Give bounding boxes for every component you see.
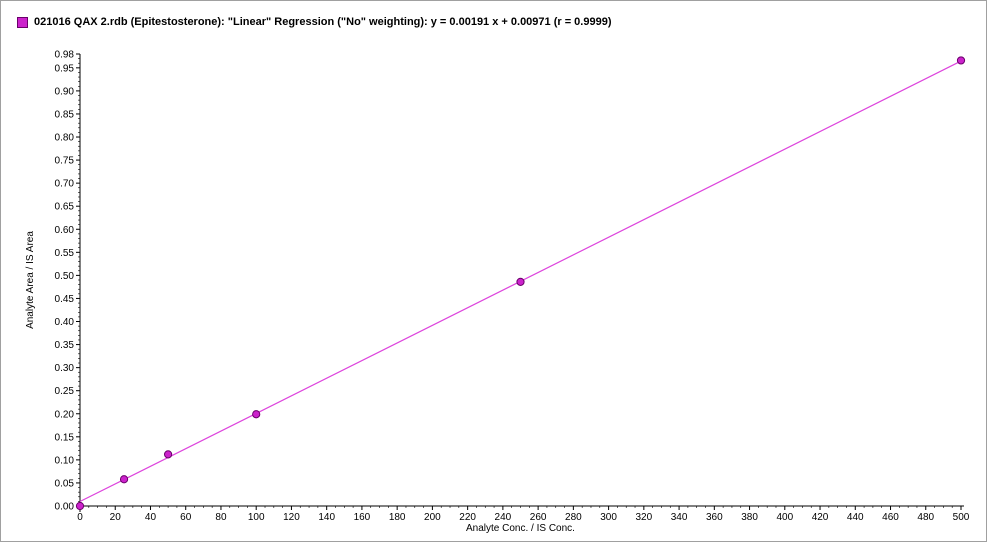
y-tick-label: 0.00 xyxy=(55,502,75,513)
data-point xyxy=(119,475,129,484)
y-tick-label: 0.80 xyxy=(55,133,75,144)
x-tick-label: 180 xyxy=(389,512,406,523)
data-point xyxy=(164,450,173,459)
x-tick-label: 20 xyxy=(110,512,122,523)
x-tick-label: 340 xyxy=(671,512,688,523)
x-tick-label: 260 xyxy=(530,512,547,523)
legend-text: 021016 QAX 2.rdb (Epitestosterone): "Lin… xyxy=(34,16,612,28)
x-tick-label: 80 xyxy=(215,512,227,523)
y-tick-label: 0.75 xyxy=(55,156,75,167)
y-tick-label: 0.98 xyxy=(55,50,75,61)
legend-swatch xyxy=(17,16,28,28)
y-tick-label: 0.45 xyxy=(55,294,75,305)
data-point xyxy=(956,56,966,65)
x-tick-label: 320 xyxy=(635,512,652,523)
axes xyxy=(76,54,964,512)
x-tick-label: 420 xyxy=(812,512,829,523)
x-tick-label: 200 xyxy=(424,512,441,523)
x-tick-label: 460 xyxy=(882,512,899,523)
x-tick-label: 120 xyxy=(283,512,300,523)
y-tick-label: 0.40 xyxy=(55,317,75,328)
legend: 021016 QAX 2.rdb (Epitestosterone): "Lin… xyxy=(17,15,612,29)
x-tick-label: 360 xyxy=(706,512,723,523)
x-tick-label: 220 xyxy=(459,512,476,523)
x-tick-label: 400 xyxy=(776,512,793,523)
x-tick-label: 380 xyxy=(741,512,758,523)
ticks: 0.00 0.05 0.10 0.15 0.20 0.25 0.30 0.35 0.40 0.45… xyxy=(55,50,970,524)
x-tick-label: 40 xyxy=(145,512,157,523)
x-tick-label: 500 xyxy=(953,512,970,523)
y-tick-label: 0.55 xyxy=(55,248,75,259)
y-tick-label: 0.15 xyxy=(55,432,75,443)
y-tick-label: 0.05 xyxy=(55,478,75,489)
data-point xyxy=(516,277,525,286)
y-tick-label: 0.20 xyxy=(55,409,75,420)
x-tick-label: 60 xyxy=(180,512,192,523)
x-tick-label: 300 xyxy=(600,512,617,523)
y-tick-label: 0.90 xyxy=(55,86,75,97)
y-tick-label: 0.30 xyxy=(55,363,75,374)
x-tick-label: 440 xyxy=(847,512,864,523)
y-axis-title: Analyte Area / IS Area xyxy=(25,231,36,329)
data-point xyxy=(252,410,261,419)
x-axis-title: Analyte Conc. / IS Conc. xyxy=(466,523,575,534)
y-tick-label: 0.10 xyxy=(55,455,75,466)
y-tick-label: 0.70 xyxy=(55,179,75,190)
x-tick-label: 140 xyxy=(318,512,335,523)
y-tick-label: 0.60 xyxy=(55,225,75,236)
y-tick-label: 0.25 xyxy=(55,386,75,397)
data-points xyxy=(75,56,966,511)
x-tick-label: 280 xyxy=(565,512,582,523)
y-tick-label: 0.35 xyxy=(55,340,75,351)
y-tick-label: 0.50 xyxy=(55,271,75,282)
x-tick-label: 100 xyxy=(248,512,265,523)
data-point xyxy=(75,501,85,511)
y-tick-label: 0.85 xyxy=(55,109,75,120)
x-tick-label: 0 xyxy=(77,512,83,523)
y-tick-label: 0.65 xyxy=(55,202,75,213)
x-tick-label: 480 xyxy=(917,512,934,523)
y-tick-label: 0.95 xyxy=(55,63,75,74)
x-tick-label: 160 xyxy=(354,512,371,523)
x-tick-label: 240 xyxy=(495,512,512,523)
